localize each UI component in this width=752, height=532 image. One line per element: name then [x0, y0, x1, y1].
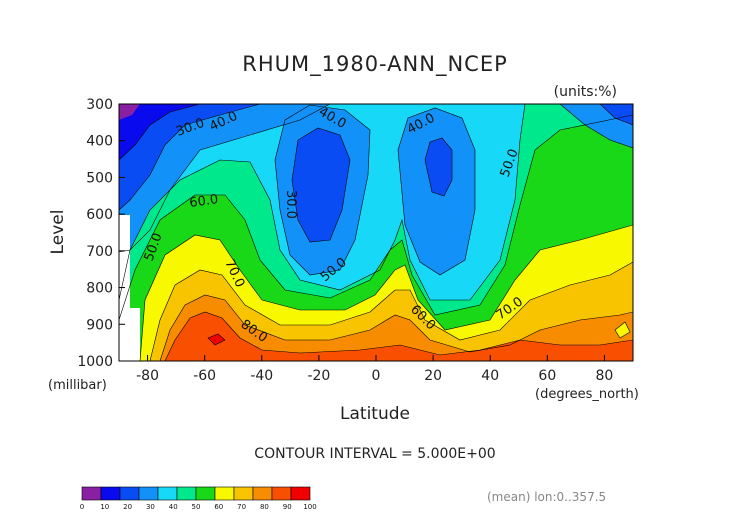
x-axis: -80 -60 -40 -20 0 20 40 60 80	[136, 355, 613, 384]
plot-area	[119, 104, 633, 361]
x-units-label: (degrees_north)	[535, 387, 639, 402]
y-tick-label: 900	[86, 317, 113, 333]
colorbar-tick-label: 60	[214, 503, 223, 511]
colorbar-tick-label: 80	[260, 503, 269, 511]
colorbar-tick-label: 70	[237, 503, 246, 511]
colorbar: 0 10 20 30 40 50 60 70 80 90 100	[80, 486, 317, 511]
y-tick-label: 800	[86, 281, 113, 297]
contour-lines	[119, 104, 633, 361]
colorbar-tick-label: 100	[303, 503, 316, 511]
y-tick-label: 500	[86, 170, 113, 186]
y-tick-label: 1000	[77, 354, 113, 370]
chart-title: RHUM_1980-ANN_NCEP	[242, 52, 508, 77]
colorbar-tick-label: 20	[123, 503, 132, 511]
x-tick-label: -40	[250, 368, 273, 384]
colorbar-swatch	[100, 486, 121, 501]
core-nh-20	[425, 138, 452, 196]
colorbar-swatch	[290, 486, 311, 501]
contour-interval: CONTOUR INTERVAL = 5.000E+00	[254, 446, 495, 462]
units-label: (units:%)	[554, 84, 617, 100]
colorbar-tick-label: 30	[146, 503, 155, 511]
colorbar-swatch	[157, 486, 178, 501]
colorbar-swatch	[271, 486, 292, 501]
y-tick-label: 300	[86, 97, 113, 113]
y-units-label: (millibar)	[48, 378, 107, 393]
band-purple-corner	[119, 104, 140, 120]
x-tick-label: -20	[307, 368, 330, 384]
colorbar-tick-label: 10	[100, 503, 109, 511]
x-tick-label: 20	[424, 368, 442, 384]
band-20-left	[119, 104, 330, 252]
footer-note: (mean) lon:0..357.5	[487, 490, 606, 504]
colorbar-tick-label: 90	[283, 503, 292, 511]
band-red	[165, 312, 633, 361]
colorbar-swatch	[176, 486, 197, 501]
y-tick-label: 400	[86, 134, 113, 150]
y-tick-label: 700	[86, 244, 113, 260]
y-axis-title: Level	[48, 210, 68, 255]
x-tick-label: 60	[538, 368, 556, 384]
x-tick-label: 0	[372, 368, 381, 384]
x-tick-label: -80	[136, 368, 159, 384]
colorbar-tick-label: 40	[169, 503, 178, 511]
colorbar-swatch	[81, 486, 102, 501]
x-tick-label: -60	[193, 368, 216, 384]
contour-label: 60.0	[188, 192, 219, 211]
core-sh-20	[292, 128, 350, 242]
x-tick-label: 80	[596, 368, 614, 384]
y-axis: 300 400 500 600 700 800 900 1000	[77, 97, 125, 370]
colorbar-swatch	[195, 486, 216, 501]
colorbar-swatch	[252, 486, 273, 501]
x-tick-label: 40	[481, 368, 499, 384]
band-0-left	[119, 104, 200, 160]
colorbar-swatch	[138, 486, 159, 501]
band-nh-upper-30	[600, 104, 633, 125]
colorbar-tick-label: 0	[80, 503, 84, 511]
colorbar-swatch	[119, 486, 140, 501]
contour-label: 30.0	[283, 190, 298, 219]
band-10-left	[119, 104, 260, 210]
colorbar-swatch	[233, 486, 254, 501]
y-tick-label: 600	[86, 207, 113, 223]
x-axis-title: Latitude	[340, 404, 410, 424]
colorbar-swatch	[214, 486, 235, 501]
colorbar-tick-label: 50	[192, 503, 201, 511]
